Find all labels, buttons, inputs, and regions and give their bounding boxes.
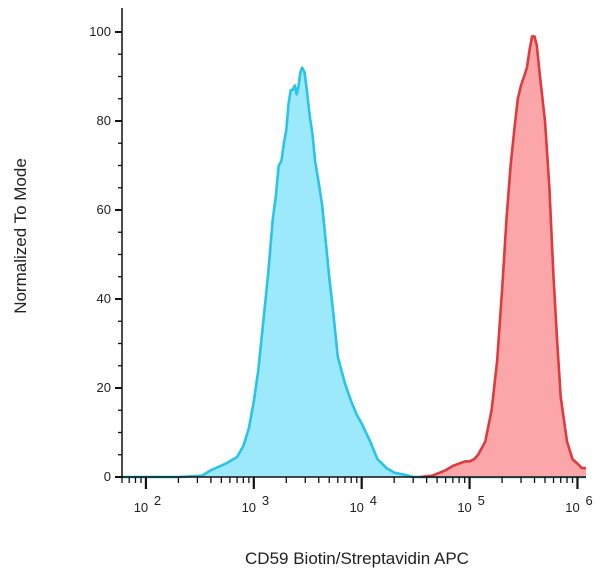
x-tick-exponent: 5 [478,493,485,508]
x-axis-label: CD59 Biotin/Streptavidin APC [245,549,469,568]
x-tick-exponent: 6 [585,493,592,508]
axes-layer: 0 20 40 60 80 100 10 2 10 3 10 4 10 5 10 6 [89,8,593,515]
series-1-line [122,66,586,479]
x-tick-exponent: 2 [154,493,161,508]
y-tick-label: 80 [97,113,111,128]
y-axis-label: Normalized To Mode [11,158,30,314]
series-2-line [420,35,586,479]
x-tick-label: 10 [349,500,363,515]
x-tick-exponent: 4 [370,493,377,508]
y-tick-label: 40 [97,291,111,306]
y-tick-label: 20 [97,380,111,395]
x-tick-label: 10 [242,500,256,515]
x-tick-label: 10 [457,500,471,515]
series-2-area [420,36,586,478]
x-tick-label: 10 [134,500,148,515]
x-tick-label: 10 [565,500,579,515]
y-tick-label: 0 [104,469,111,484]
y-tick-label: 100 [89,24,111,39]
x-tick-exponent: 3 [262,493,269,508]
y-tick-label: 60 [97,202,111,217]
series-layer [122,35,586,479]
